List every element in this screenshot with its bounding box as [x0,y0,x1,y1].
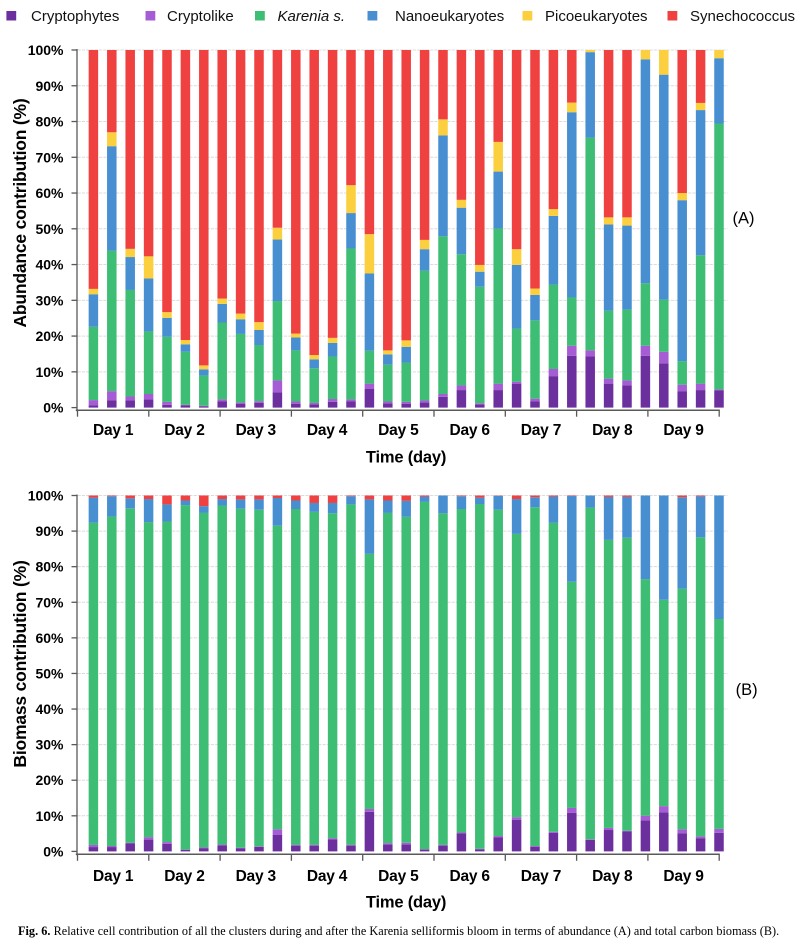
svg-text:50%: 50% [35,665,64,681]
svg-text:Day 7: Day 7 [521,868,561,885]
svg-text:40%: 40% [35,257,64,273]
svg-text:Day 1: Day 1 [93,868,134,885]
svg-text:Abundance contribution (%): Abundance contribution (%) [10,98,30,327]
svg-text:90%: 90% [35,523,64,539]
svg-text:90%: 90% [35,78,64,94]
svg-text:70%: 70% [35,149,64,165]
svg-text:Day 9: Day 9 [663,422,704,439]
svg-text:Synechococcus: Synechococcus [690,8,795,25]
svg-text:Picoeukaryotes: Picoeukaryotes [545,8,648,25]
svg-text:Day 8: Day 8 [592,422,633,439]
svg-text:(A): (A) [733,210,755,228]
svg-text:50%: 50% [35,221,64,237]
svg-text:Day 9: Day 9 [663,868,704,885]
svg-text:0%: 0% [43,400,64,416]
svg-text:70%: 70% [35,594,64,610]
svg-text:30%: 30% [35,292,64,308]
svg-text:20%: 20% [35,328,64,344]
svg-text:Day 6: Day 6 [449,868,490,885]
svg-text:80%: 80% [35,559,64,575]
svg-text:Day 5: Day 5 [378,868,419,885]
svg-text:10%: 10% [35,364,64,380]
svg-text:Biomass contribution (%): Biomass contribution (%) [10,560,30,767]
svg-text:Day 2: Day 2 [164,422,204,439]
svg-text:Day 4: Day 4 [307,422,348,439]
svg-text:Day 1: Day 1 [93,422,134,439]
svg-text:60%: 60% [35,185,64,201]
svg-text:(B): (B) [736,681,758,699]
svg-text:100%: 100% [28,488,64,504]
svg-text:Day 8: Day 8 [592,868,633,885]
svg-text:40%: 40% [35,701,64,717]
svg-text:Cryptophytes: Cryptophytes [31,8,119,25]
svg-text:Day 4: Day 4 [307,868,348,885]
svg-text:Day 6: Day 6 [449,422,490,439]
svg-text:Day 3: Day 3 [236,422,277,439]
svg-text:10%: 10% [35,808,64,824]
svg-text:Fig. 6. Relative cell contribu: Fig. 6. Relative cell contribution of al… [18,924,779,938]
svg-text:60%: 60% [35,630,64,646]
svg-text:80%: 80% [35,114,64,130]
svg-text:Time (day): Time (day) [366,894,446,912]
svg-text:100%: 100% [28,42,64,58]
svg-text:Day 2: Day 2 [164,868,204,885]
svg-text:Day 7: Day 7 [521,422,561,439]
svg-text:Day 5: Day 5 [378,422,419,439]
svg-text:30%: 30% [35,737,64,753]
svg-text:20%: 20% [35,772,64,788]
svg-text:0%: 0% [43,843,64,859]
svg-text:Time (day): Time (day) [366,449,446,467]
svg-text:Nanoeukaryotes: Nanoeukaryotes [395,8,504,25]
svg-text:Day 3: Day 3 [236,868,277,885]
svg-text:Karenia s.: Karenia s. [278,8,346,25]
svg-text:Cryptolike: Cryptolike [167,8,234,25]
